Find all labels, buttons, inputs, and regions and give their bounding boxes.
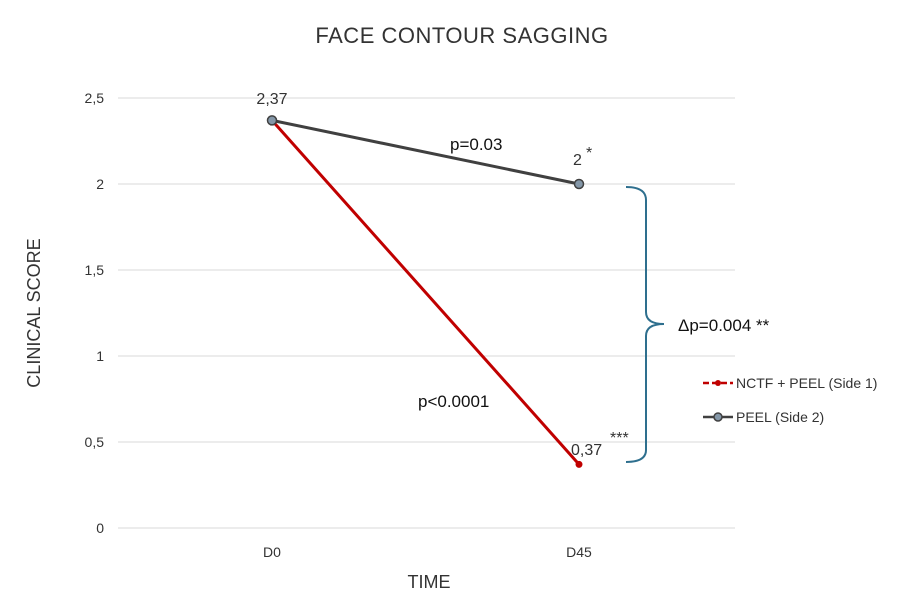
chart-title: FACE CONTOUR SAGGING xyxy=(315,23,608,48)
series-line-peel xyxy=(271,118,580,186)
y-tick-label: 0,5 xyxy=(85,434,105,450)
x-axis-label: TIME xyxy=(408,572,451,592)
y-tick-label: 1,5 xyxy=(85,262,105,278)
legend-marker-nctf-peel xyxy=(715,380,721,386)
y-axis-label: CLINICAL SCORE xyxy=(24,238,44,387)
data-point-peel xyxy=(266,115,278,126)
data-point-peel xyxy=(573,178,585,190)
p-value-nctf-peel: p<0.0001 xyxy=(418,392,489,411)
series-line-nctf-peel xyxy=(270,119,581,466)
y-tick-label: 0 xyxy=(96,520,104,536)
data-label-peel-stars: * xyxy=(586,145,592,162)
y-tick-label: 1 xyxy=(96,348,104,364)
x-tick-label: D45 xyxy=(566,544,592,560)
data-label-nctf-stars: *** xyxy=(610,430,629,447)
x-tick-label: D0 xyxy=(263,544,281,560)
delta-p-annotation: Δp=0.004 ** xyxy=(678,316,770,335)
y-tick-label: 2 xyxy=(96,176,104,192)
data-point-nctf-peel xyxy=(575,460,583,468)
legend-label-nctf-peel: NCTF + PEEL (Side 1) xyxy=(736,375,877,391)
data-label-d0: 2,37 xyxy=(256,91,287,108)
data-label-nctf-d45: 0,37 xyxy=(571,442,602,459)
bracket xyxy=(625,186,665,463)
legend-marker-peel xyxy=(713,412,723,422)
legend-label-peel: PEEL (Side 2) xyxy=(736,409,824,425)
y-tick-label: 2,5 xyxy=(85,90,105,106)
data-label-peel-d45: 2 xyxy=(573,152,582,169)
p-value-peel: p=0.03 xyxy=(450,135,502,154)
